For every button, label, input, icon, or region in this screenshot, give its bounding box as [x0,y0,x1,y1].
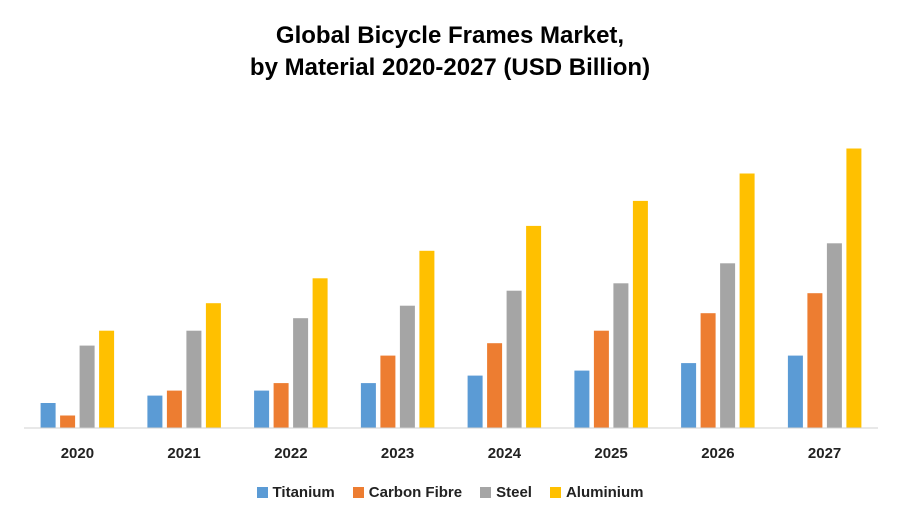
bar-carbon-fibre-2020 [60,415,76,428]
x-tick-label: 2020 [61,445,94,462]
x-tick-label: 2022 [274,445,307,462]
bar-steel-2024 [506,290,522,428]
legend-swatch [549,487,561,498]
bar-steel-2023 [399,305,415,428]
bar-steel-2021 [186,330,202,428]
legend-label: Carbon Fibre [368,484,463,501]
bar-carbon-fibre-2025 [593,330,609,428]
chart-title: Global Bicycle Frames Market, by Materia… [0,20,900,84]
bar-carbon-fibre-2022 [273,383,289,428]
bar-aluminium-2021 [205,303,221,428]
bar-aluminium-2026 [739,173,755,428]
legend-item-carbon-fibre: Carbon Fibre [352,484,463,501]
bar-steel-2022 [293,318,309,428]
x-tick-label: 2027 [808,445,841,462]
x-tick-label: 2026 [701,445,734,462]
bar-titanium-2020 [40,403,56,428]
bar-aluminium-2027 [846,148,862,428]
bar-aluminium-2023 [419,250,435,428]
bar-steel-2027 [826,243,842,428]
bar-carbon-fibre-2023 [380,355,396,428]
legend-swatch [480,487,492,498]
bar-aluminium-2022 [312,278,328,428]
bar-carbon-fibre-2026 [700,313,716,428]
bar-steel-2026 [720,263,736,428]
bar-group [40,148,862,428]
chart-title-line-1: Global Bicycle Frames Market, [275,22,625,49]
bar-carbon-fibre-2021 [166,390,182,428]
bar-aluminium-2024 [526,225,542,428]
x-tick-label: 2025 [594,445,627,462]
chart-title-line-2: by Material 2020-2027 (USD Billion) [249,54,651,81]
bar-titanium-2023 [360,383,376,428]
legend-item-aluminium: Aluminium [549,484,644,501]
legend-swatch [352,487,364,498]
legend-label: Steel [496,484,532,501]
bar-carbon-fibre-2027 [807,293,823,428]
bar-titanium-2025 [574,370,590,428]
bar-aluminium-2025 [632,200,648,428]
legend: Titanium Carbon Fibre Steel Aluminium [0,484,900,501]
bar-titanium-2022 [254,390,270,428]
legend-item-steel: Steel [480,484,532,501]
bar-carbon-fibre-2024 [487,343,503,428]
bar-aluminium-2020 [99,330,115,428]
x-tick-label: 2023 [381,445,414,462]
bar-titanium-2026 [681,363,697,428]
legend-item-titanium: Titanium [256,484,335,501]
bar-steel-2020 [79,345,95,428]
x-tick-label: 2021 [167,445,200,462]
x-tick-labels: 2020 2021 2022 2023 2024 2025 2026 2027 [61,445,842,462]
legend-label: Aluminium [565,484,644,501]
legend-label: Titanium [272,484,335,501]
bar-steel-2025 [613,283,629,428]
bar-titanium-2027 [787,355,803,428]
x-tick-label: 2024 [488,445,522,462]
bar-titanium-2024 [467,375,483,428]
bar-titanium-2021 [147,395,163,428]
legend-swatch [256,487,268,498]
